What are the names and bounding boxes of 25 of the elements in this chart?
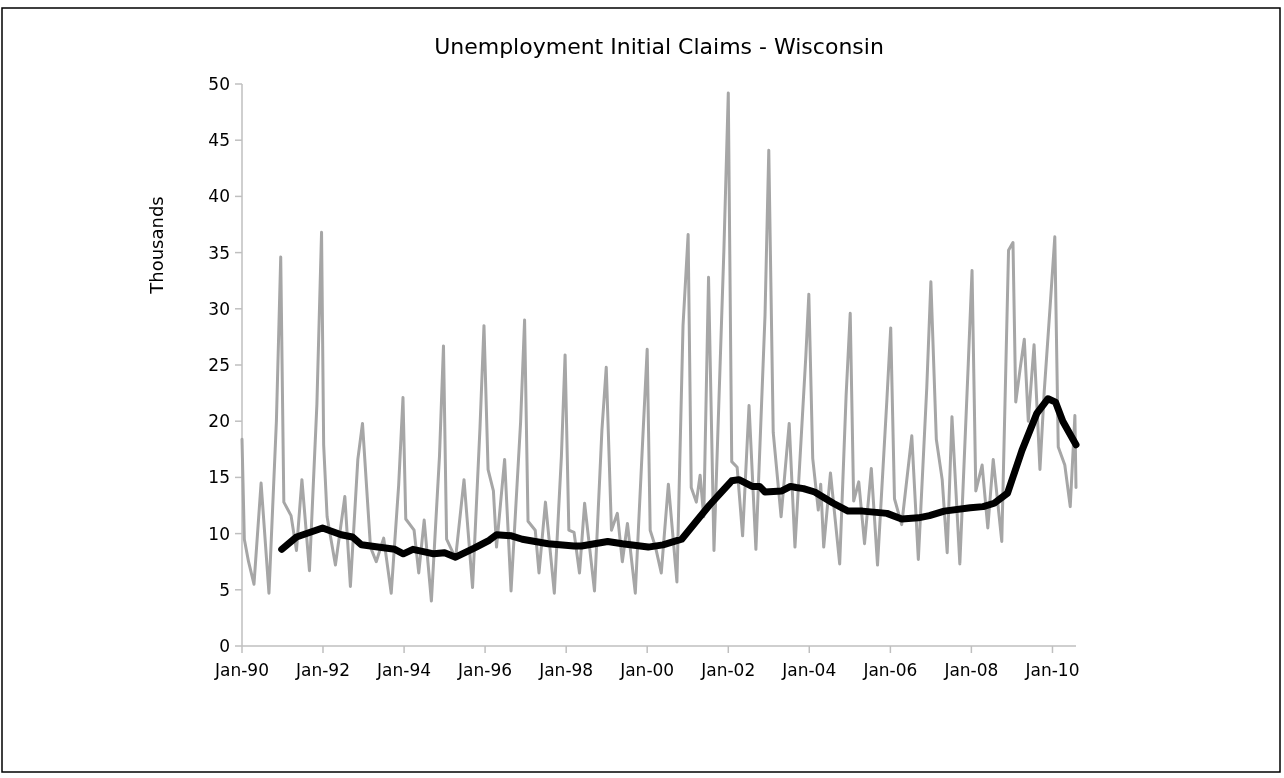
x-tick-label: Jan-98: [538, 660, 594, 680]
y-tick-label: 10: [208, 523, 230, 544]
x-tick-label: Jan-00: [619, 660, 675, 680]
x-tick-label: Jan-92: [295, 660, 350, 680]
x-tick-label: Jan-08: [943, 660, 999, 680]
y-tick-label: 15: [208, 467, 230, 488]
line-series: [240, 91, 1078, 603]
y-tick-label: 30: [208, 298, 230, 319]
y-tick-label: 5: [219, 579, 230, 600]
x-tick-label: Jan-10: [1024, 660, 1080, 680]
x-tick-label: Jan-96: [457, 660, 513, 680]
x-tick-label: Jan-90: [214, 660, 269, 680]
y-tick-label: 50: [208, 73, 230, 94]
x-tick-label: Jan-02: [700, 660, 756, 680]
x-tick-label: Jan-04: [781, 660, 837, 680]
x-tick-label: Jan-94: [376, 660, 432, 680]
y-tick-label: 35: [208, 242, 230, 263]
y-tick-label: 45: [208, 130, 230, 151]
chart-title: Unemployment Initial Claims - Wisconsin: [434, 34, 884, 59]
x-tick-label: Jan-06: [862, 660, 918, 680]
y-tick-label: 0: [219, 635, 230, 656]
y-axis-title: Thousands: [146, 196, 167, 295]
y-tick-label: 25: [208, 354, 230, 375]
y-tick-label: 40: [208, 186, 230, 207]
y-tick-label: 20: [208, 411, 230, 432]
